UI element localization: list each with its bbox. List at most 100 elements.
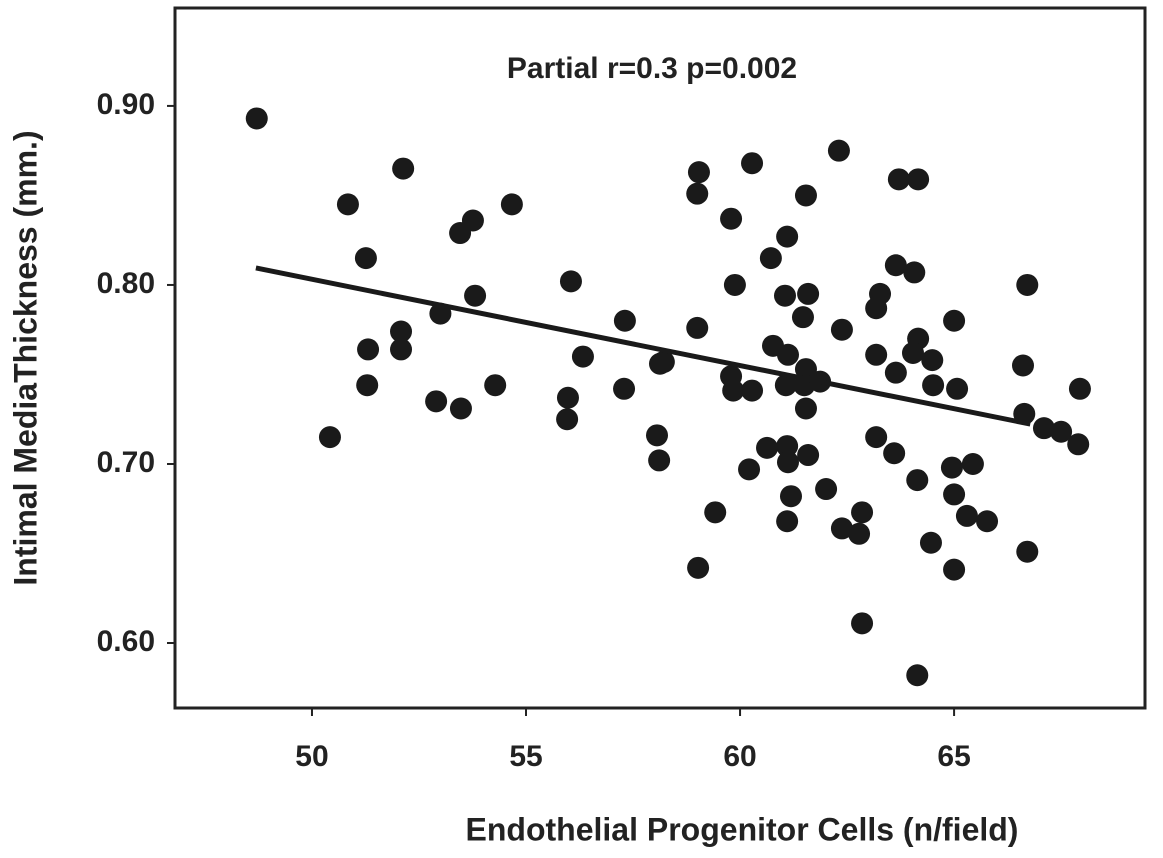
point [571,345,594,368]
point [794,184,817,207]
point [357,338,380,361]
point [976,510,999,533]
point [484,374,507,397]
point [648,449,671,472]
point [797,282,820,305]
point [883,442,906,465]
point [464,284,487,307]
point [392,157,415,180]
point [425,390,448,413]
point [884,361,907,384]
point [865,426,888,449]
point [354,247,377,270]
point [774,374,797,397]
x-tick-label: 50 [295,740,328,773]
point [955,504,978,527]
point [1067,433,1090,456]
point [686,316,709,339]
point [759,247,782,270]
point [851,501,874,524]
annotation: Partial r=0.3 p=0.002 [507,52,797,85]
point [356,374,379,397]
point [906,469,929,492]
x-tick-label: 55 [509,740,542,773]
point [865,343,888,366]
point [318,426,341,449]
x-tick-label: 65 [937,740,970,773]
point [940,456,963,479]
x-axis-label: Endothelial Progenitor Cells (n/field) [466,811,1019,847]
point [390,338,413,361]
point [756,436,779,459]
point [738,458,761,481]
y-tick-label: 0.90 [97,88,155,121]
point [921,349,944,372]
point [646,424,669,447]
point [797,444,820,467]
point [776,510,799,533]
point [961,452,984,475]
point [704,501,727,524]
point [1032,417,1055,440]
point [245,107,268,130]
point [336,193,359,216]
point [901,341,924,364]
point [827,139,850,162]
point [556,408,579,431]
point [943,483,966,506]
point [776,451,799,474]
point [906,664,929,687]
point [559,270,582,293]
y-tick-label: 0.60 [97,625,155,658]
point [687,556,710,579]
point [791,306,814,329]
point [776,343,799,366]
point [848,522,871,545]
fit-line [255,265,1031,427]
point [1012,354,1035,377]
plot-frame [173,6,1147,710]
point [919,531,942,554]
point [687,161,710,184]
point [720,207,743,230]
point [722,379,745,402]
point [1050,420,1073,443]
point [865,297,888,320]
point [1016,273,1039,296]
point [907,168,930,191]
point [773,284,796,307]
point [830,318,853,341]
y-tick-label: 0.80 [97,267,155,300]
point [815,478,838,501]
point [449,397,472,420]
x-tick-label: 60 [723,740,756,773]
point [922,374,945,397]
point [461,209,484,232]
point [794,397,817,420]
point [943,558,966,581]
point [741,152,764,175]
point [794,358,817,381]
point [652,350,675,373]
point [723,273,746,296]
point [943,309,966,332]
point [1016,540,1039,563]
point [830,517,853,540]
point [946,377,969,400]
y-tick-label: 0.70 [97,446,155,479]
point [903,261,926,284]
point [1068,377,1091,400]
point [741,379,764,402]
point [613,309,636,332]
point [851,612,874,635]
point [779,485,802,508]
point [500,193,523,216]
y-axis-label: Intimal MediaThickness (mm.) [7,130,43,585]
point [390,320,413,343]
point [884,254,907,277]
point [887,168,910,191]
point [686,182,709,205]
point [556,386,579,409]
